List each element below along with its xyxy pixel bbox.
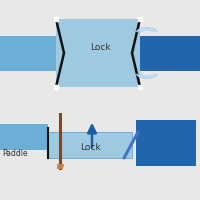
Bar — [140, 36, 200, 71]
Bar — [0, 124, 48, 150]
Text: Lock: Lock — [80, 142, 100, 152]
Text: Lock: Lock — [90, 44, 110, 52]
Bar — [48, 132, 132, 158]
Bar — [0, 36, 56, 71]
Bar — [136, 120, 196, 166]
Bar — [56, 19, 140, 87]
Text: Paddle: Paddle — [2, 148, 28, 158]
Bar — [140, 36, 200, 71]
